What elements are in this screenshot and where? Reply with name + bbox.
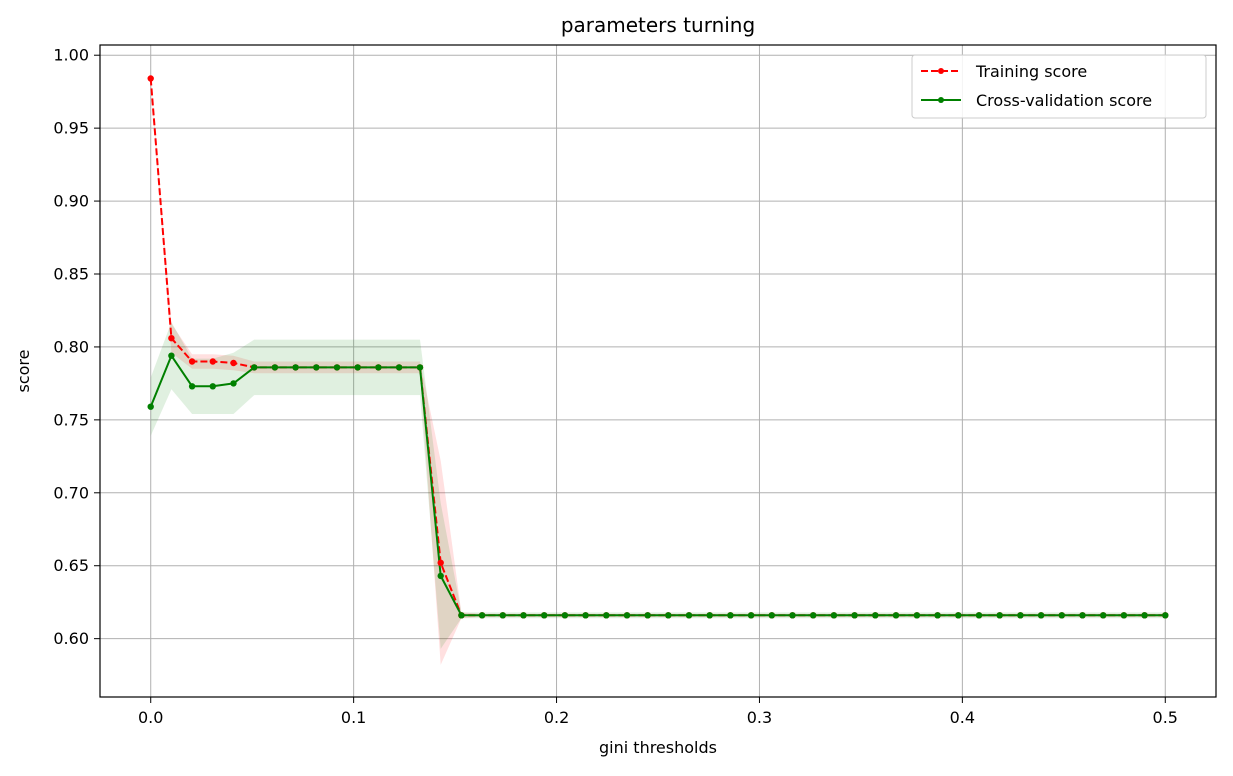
point-training — [437, 559, 444, 566]
point-cross-validation — [685, 612, 693, 619]
point-cross-validation — [520, 612, 527, 619]
legend-marker-cross-validation — [938, 97, 944, 103]
point-cross-validation — [209, 383, 216, 390]
point-cross-validation — [541, 612, 548, 619]
point-cross-validation — [830, 612, 838, 619]
x-axis-ticks: 0.0 0.1 0.2 0.3 0.4 0.5 — [138, 697, 1178, 727]
point-cross-validation — [395, 364, 403, 371]
grid — [100, 45, 1216, 697]
point-cross-validation — [665, 612, 672, 619]
point-cross-validation — [913, 612, 921, 619]
series-markers — [147, 75, 1169, 619]
point-cross-validation — [955, 612, 962, 619]
point-cross-validation — [499, 612, 506, 619]
legend-marker-training — [938, 68, 944, 74]
band-training — [150, 75, 1166, 665]
y-tick-label: 0.90 — [53, 192, 89, 211]
point-cross-validation — [188, 383, 196, 390]
y-tick-label: 0.80 — [53, 337, 89, 356]
point-cross-validation — [1058, 612, 1066, 619]
x-tick-label: 0.2 — [544, 708, 569, 727]
point-cross-validation — [934, 612, 941, 619]
x-tick-label: 0.5 — [1153, 708, 1178, 727]
x-axis-label: gini thresholds — [599, 738, 717, 757]
point-training — [168, 335, 175, 342]
point-cross-validation — [375, 364, 382, 371]
point-cross-validation — [789, 612, 796, 619]
x-tick-label: 0.0 — [138, 708, 163, 727]
point-cross-validation — [1017, 612, 1024, 619]
point-cross-validation — [747, 612, 755, 619]
plot-frame — [99, 44, 1217, 698]
legend-box — [911, 54, 1207, 119]
point-cross-validation — [230, 380, 237, 387]
legend-item-training: Training score — [921, 62, 1087, 81]
confidence-bands — [150, 75, 1166, 665]
x-tick-label: 0.3 — [747, 708, 772, 727]
point-training — [209, 358, 216, 365]
point-cross-validation — [996, 612, 1003, 619]
point-cross-validation — [1037, 612, 1045, 619]
legend-label-training: Training score — [975, 62, 1087, 81]
point-cross-validation — [706, 612, 713, 619]
y-axis-ticks: 0.60 0.65 0.70 0.75 0.80 0.85 0.90 0.95 1.00 — [53, 46, 100, 648]
point-cross-validation — [851, 612, 858, 619]
point-cross-validation — [727, 612, 734, 619]
point-cross-validation — [416, 364, 424, 371]
point-cross-validation — [271, 364, 279, 371]
band-cross-validation — [150, 322, 1166, 649]
point-cross-validation — [1162, 612, 1169, 619]
y-axis-label: score — [14, 350, 33, 393]
x-tick-label: 0.1 — [341, 708, 366, 727]
point-cross-validation — [872, 612, 879, 619]
point-cross-validation — [1120, 612, 1128, 619]
legend-item-cross-validation: Cross-validation score — [921, 91, 1152, 110]
y-tick-label: 0.75 — [53, 410, 89, 429]
point-cross-validation — [603, 612, 610, 619]
point-training — [188, 358, 196, 365]
point-training — [147, 75, 154, 82]
point-cross-validation — [561, 612, 569, 619]
point-cross-validation — [623, 612, 631, 619]
point-cross-validation — [437, 572, 444, 580]
y-tick-label: 0.85 — [53, 265, 89, 284]
legend-label-cross-validation: Cross-validation score — [976, 91, 1152, 110]
point-cross-validation — [458, 612, 465, 619]
point-cross-validation — [768, 612, 775, 619]
legend: Training score Cross-validation score — [911, 54, 1207, 119]
series-lines — [149, 78, 1166, 617]
point-cross-validation — [582, 612, 589, 619]
point-cross-validation — [478, 612, 486, 619]
point-cross-validation — [892, 612, 900, 619]
point-training — [230, 359, 237, 367]
point-cross-validation — [292, 364, 299, 371]
point-cross-validation — [1100, 612, 1107, 619]
y-tick-label: 0.65 — [53, 556, 89, 575]
x-tick-label: 0.4 — [950, 708, 975, 727]
point-cross-validation — [333, 364, 341, 371]
chart-title: parameters turning — [561, 13, 755, 37]
point-cross-validation — [1079, 612, 1086, 619]
point-cross-validation — [644, 612, 651, 619]
point-cross-validation — [810, 612, 817, 619]
point-cross-validation — [313, 364, 320, 371]
point-cross-validation — [354, 364, 361, 371]
series-line-cross-validation — [149, 354, 1166, 617]
y-tick-label: 1.00 — [53, 46, 89, 65]
point-cross-validation — [147, 403, 154, 410]
y-tick-label: 0.95 — [53, 119, 89, 138]
point-cross-validation — [251, 364, 258, 371]
y-tick-label: 0.60 — [53, 629, 89, 648]
point-cross-validation — [168, 352, 175, 359]
y-tick-label: 0.70 — [53, 483, 89, 502]
point-cross-validation — [1141, 612, 1148, 619]
point-cross-validation — [975, 612, 983, 619]
